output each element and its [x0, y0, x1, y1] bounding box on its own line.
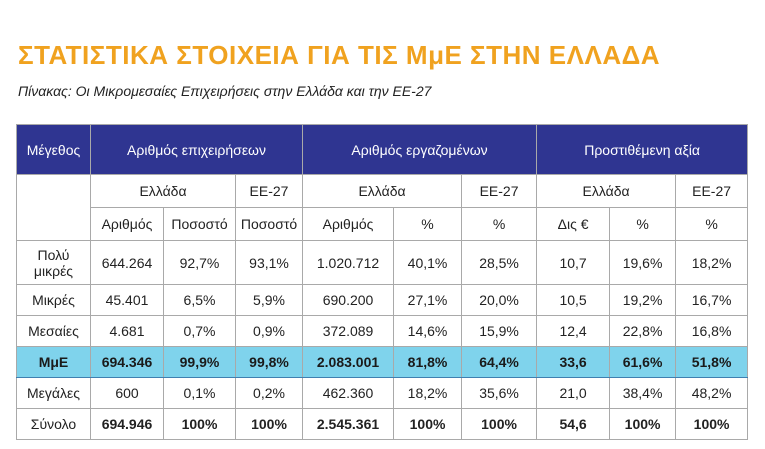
- row-label: ΜμΕ: [16, 346, 91, 378]
- subheader-cell: Αριθμός: [302, 207, 395, 241]
- table-cell: 19,2%: [609, 284, 677, 316]
- header-size-blank: [16, 174, 91, 241]
- table-cell: 15,9%: [461, 315, 538, 347]
- table-cell: 690.200: [302, 284, 395, 316]
- table-cell: 22,8%: [609, 315, 677, 347]
- sme-statistics-table: Μέγεθος Αριθμός επιχειρήσεων Αριθμός εργ…: [16, 124, 749, 440]
- table-cell: 12,4: [536, 315, 611, 347]
- table-cell: 2.545.361: [302, 408, 395, 440]
- table-cell: 0,1%: [163, 377, 236, 409]
- table-cell: 6,5%: [163, 284, 236, 316]
- table-cell: 100%: [675, 408, 749, 440]
- table-cell: 2.083.001: [302, 346, 395, 378]
- table-cell: 100%: [461, 408, 538, 440]
- subheader-cell: %: [675, 207, 749, 241]
- table-cell: 20,0%: [461, 284, 538, 316]
- table-row-sme-highlight: ΜμΕ 694.346 99,9% 99,8% 2.083.001 81,8% …: [16, 346, 749, 378]
- subheader-cell: Ποσοστό: [163, 207, 236, 241]
- table-cell: 21,0: [536, 377, 611, 409]
- table-cell: 14,6%: [393, 315, 463, 347]
- header-row-groups: Μέγεθος Αριθμός επιχειρήσεων Αριθμός εργ…: [16, 124, 749, 175]
- table-row-very-small: Πολύ μικρές 644.264 92,7% 93,1% 1.020.71…: [16, 240, 749, 285]
- table-cell: 462.360: [302, 377, 395, 409]
- header-group-value-added: Προστιθέμενη αξία: [536, 124, 749, 175]
- table-cell: 100%: [234, 408, 304, 440]
- table-cell: 1.020.712: [302, 240, 395, 285]
- subheader-cell: Ποσοστό: [234, 207, 304, 241]
- table-cell: 99,8%: [234, 346, 304, 378]
- table-cell: 600: [90, 377, 164, 409]
- header-region-eu: ΕΕ-27: [675, 174, 749, 208]
- subheader-cell: %: [609, 207, 677, 241]
- table-cell: 35,6%: [461, 377, 538, 409]
- row-label: Σύνολο: [16, 408, 91, 440]
- table-cell: 694.946: [90, 408, 164, 440]
- table-cell: 19,6%: [609, 240, 677, 285]
- table-cell: 27,1%: [393, 284, 463, 316]
- header-region-greece: Ελλάδα: [302, 174, 463, 208]
- page-title: ΣΤΑΤΙΣΤΙΚΑ ΣΤΟΙΧΕΙΑ ΓΙΑ ΤΙΣ ΜμΕ ΣΤΗΝ ΕΛΛ…: [18, 40, 661, 70]
- header-row-regions: Ελλάδα ΕΕ-27 Ελλάδα ΕΕ-27 Ελλάδα ΕΕ-27: [16, 174, 749, 241]
- table-cell: 644.264: [90, 240, 164, 285]
- table-cell: 40,1%: [393, 240, 463, 285]
- table-cell: 45.401: [90, 284, 164, 316]
- table-cell: 4.681: [90, 315, 164, 347]
- table-cell: 100%: [163, 408, 236, 440]
- header-region-greece: Ελλάδα: [90, 174, 236, 208]
- header-region-eu: ΕΕ-27: [461, 174, 538, 208]
- table-cell: 28,5%: [461, 240, 538, 285]
- table-cell: 48,2%: [675, 377, 749, 409]
- table-cell: 10,5: [536, 284, 611, 316]
- table-cell: 93,1%: [234, 240, 304, 285]
- header-region-greece: Ελλάδα: [536, 174, 677, 208]
- table-cell: 81,8%: [393, 346, 463, 378]
- table-cell: 10,7: [536, 240, 611, 285]
- subheader-cell: %: [393, 207, 463, 241]
- table-row-large: Μεγάλες 600 0,1% 0,2% 462.360 18,2% 35,6…: [16, 377, 749, 409]
- header-group-enterprises: Αριθμός επιχειρήσεων: [89, 124, 304, 175]
- table-cell: 0,7%: [163, 315, 236, 347]
- table-cell: 51,8%: [675, 346, 749, 378]
- table-row-medium: Μεσαίες 4.681 0,7% 0,9% 372.089 14,6% 15…: [16, 315, 749, 347]
- header-group-employees: Αριθμός εργαζομένων: [302, 124, 538, 175]
- header-size: Μέγεθος: [16, 124, 91, 175]
- table-cell: 99,9%: [163, 346, 236, 378]
- row-label: Μεγάλες: [16, 377, 91, 409]
- table-cell: 100%: [393, 408, 463, 440]
- table-cell: 0,9%: [234, 315, 304, 347]
- table-cell: 694.346: [90, 346, 164, 378]
- table-cell: 18,2%: [393, 377, 463, 409]
- table-cell: 61,6%: [609, 346, 677, 378]
- table-cell: 372.089: [302, 315, 395, 347]
- subheader-cell: Αριθμός: [90, 207, 164, 241]
- table-cell: 92,7%: [163, 240, 236, 285]
- row-label: Πολύ μικρές: [16, 240, 91, 285]
- table-cell: 16,8%: [675, 315, 749, 347]
- table-cell: 100%: [609, 408, 677, 440]
- table-cell: 16,7%: [675, 284, 749, 316]
- table-row-small: Μικρές 45.401 6,5% 5,9% 690.200 27,1% 20…: [16, 284, 749, 316]
- table-row-total: Σύνολο 694.946 100% 100% 2.545.361 100% …: [16, 408, 749, 440]
- table-cell: 5,9%: [234, 284, 304, 316]
- table-cell: 38,4%: [609, 377, 677, 409]
- table-cell: 0,2%: [234, 377, 304, 409]
- table-cell: 54,6: [536, 408, 611, 440]
- table-cell: 64,4%: [461, 346, 538, 378]
- table-cell: 33,6: [536, 346, 611, 378]
- header-row-subheaders: Αριθμός Ποσοστό Ποσοστό Αριθμός % % Δις …: [17, 207, 749, 241]
- subheader-cell: %: [461, 207, 538, 241]
- row-label: Μεσαίες: [16, 315, 91, 347]
- row-label: Μικρές: [16, 284, 91, 316]
- header-region-eu: ΕΕ-27: [234, 174, 304, 208]
- table-caption: Πίνακας: Οι Μικρομεσαίες Επιχειρήσεις στ…: [18, 83, 432, 99]
- subheader-cell: Δις €: [536, 207, 611, 241]
- table-cell: 18,2%: [675, 240, 749, 285]
